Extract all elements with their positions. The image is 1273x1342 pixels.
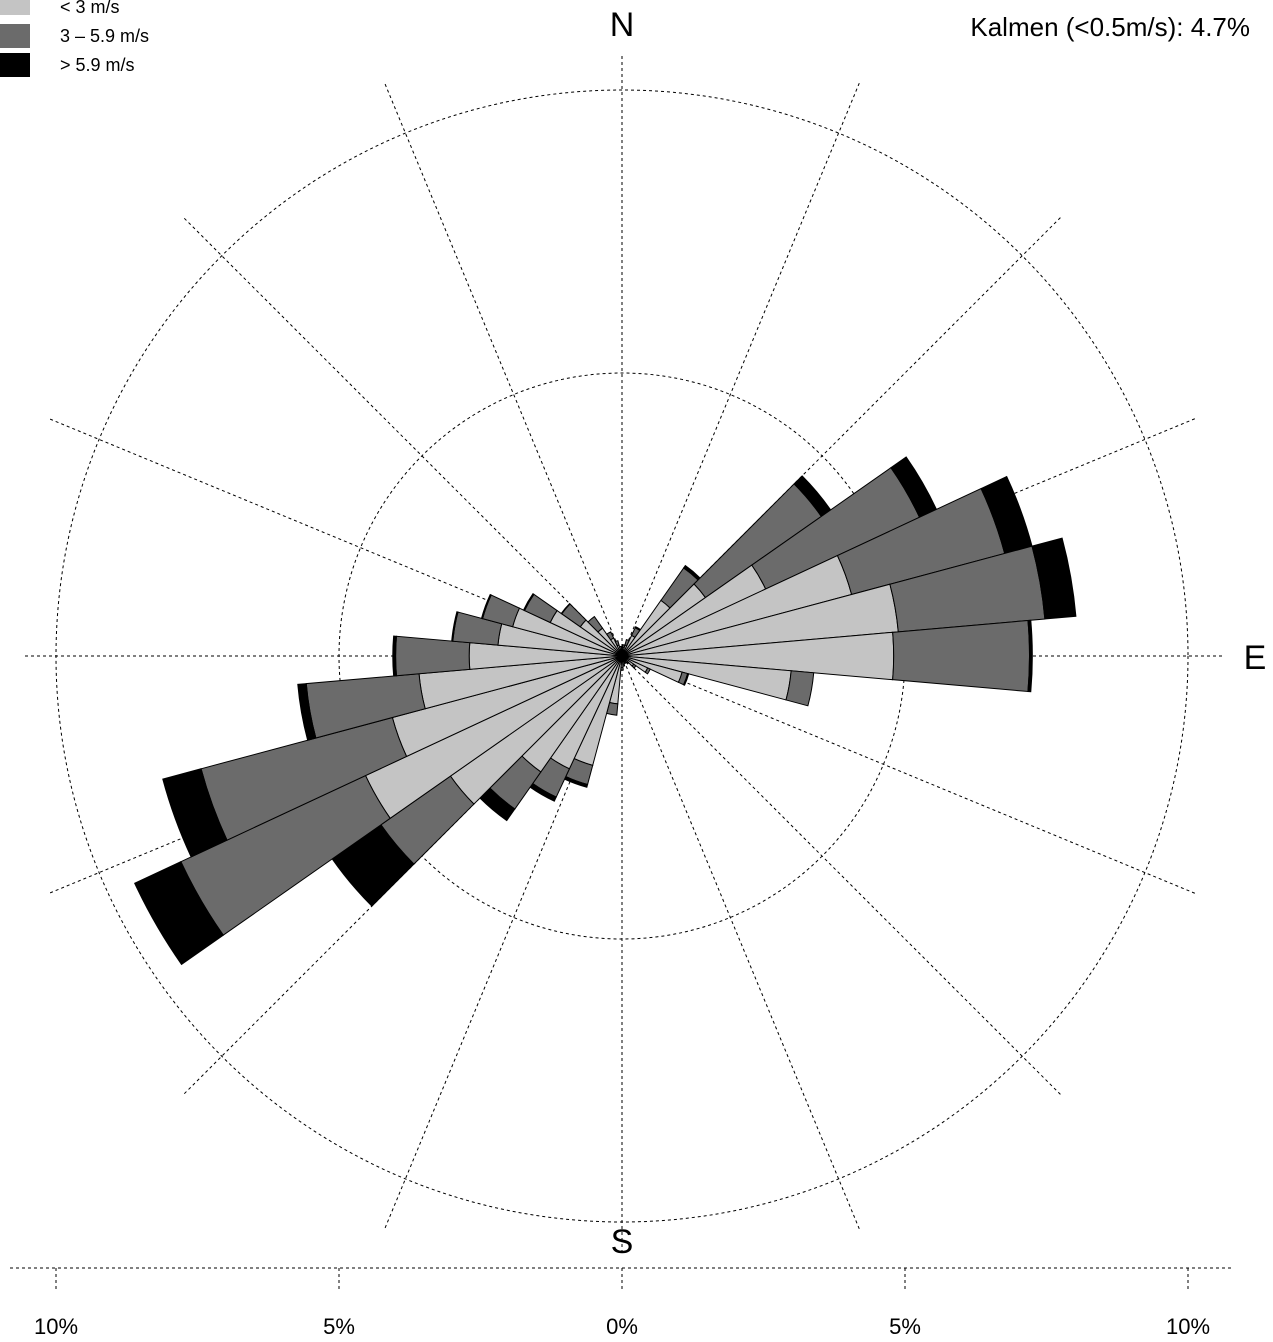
petal-350-speed-1 bbox=[618, 645, 622, 651]
axis-tick-label: 10% bbox=[1166, 1314, 1210, 1339]
legend-swatch-low bbox=[0, 0, 30, 15]
petal-290-speed-2 bbox=[480, 593, 492, 620]
south-label: S bbox=[611, 1223, 634, 1261]
petal-130-speed-1 bbox=[631, 663, 637, 669]
petal-140-speed-1 bbox=[626, 661, 630, 665]
petal-80-speed-2 bbox=[1031, 537, 1077, 620]
axis-tick-label: 5% bbox=[889, 1314, 921, 1339]
petal-90-speed-2 bbox=[1027, 619, 1033, 693]
legend-label-low: < 3 m/s bbox=[60, 0, 120, 17]
petal-270-speed-2 bbox=[392, 635, 398, 677]
petal-250-speed-2 bbox=[162, 768, 228, 858]
petal-340-speed-1 bbox=[614, 640, 620, 647]
legend-label-high: > 5.9 m/s bbox=[60, 55, 135, 75]
east-label: E bbox=[1244, 639, 1267, 677]
petal-240-speed-2 bbox=[134, 861, 224, 966]
petal-320-speed-1 bbox=[587, 615, 604, 633]
north-label: N bbox=[610, 6, 635, 44]
petal-260-speed-2 bbox=[297, 683, 317, 741]
wind-petals bbox=[134, 456, 1077, 966]
petal-280-speed-2 bbox=[451, 611, 459, 642]
legend-label-mid: 3 – 5.9 m/s bbox=[60, 26, 149, 46]
percentage-axis: 10% 5% 0% 5% 10% bbox=[10, 1267, 1232, 1339]
petal-310-speed-2 bbox=[560, 602, 571, 615]
axis-tick-label: 0% bbox=[606, 1314, 638, 1339]
petal-110-speed-2 bbox=[682, 672, 690, 686]
legend-swatch-mid bbox=[0, 24, 30, 48]
axis-tick-label: 5% bbox=[323, 1314, 355, 1339]
axis-tick-label: 10% bbox=[34, 1314, 78, 1339]
petal-90-speed-1 bbox=[892, 619, 1030, 693]
petal-300-speed-2 bbox=[522, 592, 535, 612]
petal-120-speed-1 bbox=[644, 667, 651, 675]
petal-100-speed-1 bbox=[785, 670, 815, 707]
calm-percentage-label: Kalmen (<0.5m/s): 4.7% bbox=[970, 12, 1250, 42]
petal-330-speed-1 bbox=[606, 631, 615, 641]
legend-swatch-high bbox=[0, 53, 30, 77]
legend: < 3 m/s 3 – 5.9 m/s > 5.9 m/s bbox=[0, 0, 149, 77]
